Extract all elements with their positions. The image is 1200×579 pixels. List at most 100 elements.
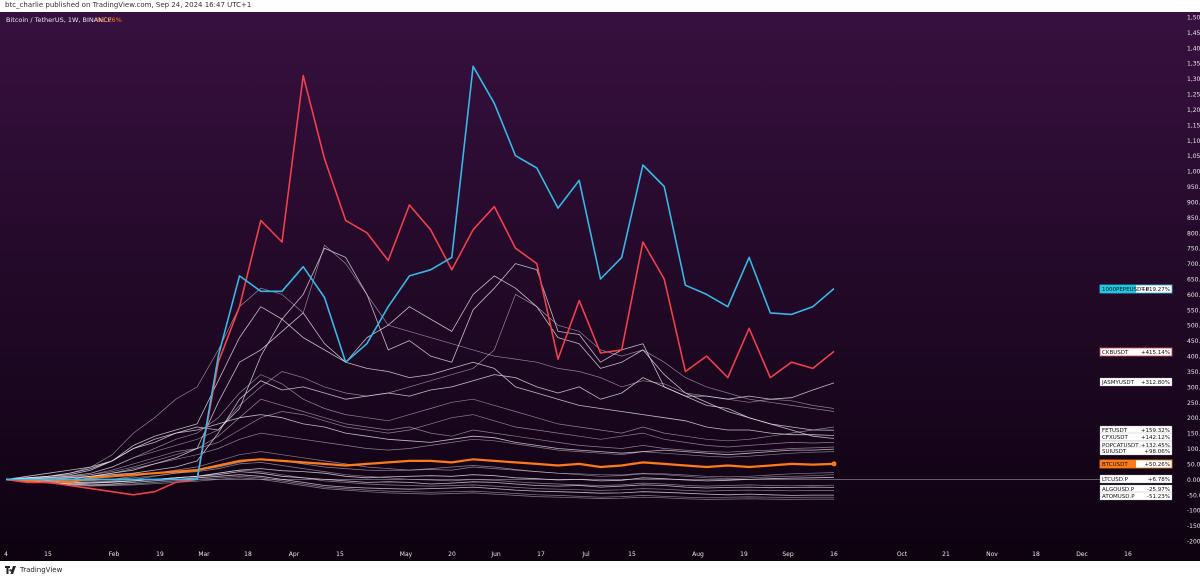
y-tick-label: 1,500.00%	[1187, 15, 1200, 22]
y-tick-label: 750.00%	[1187, 246, 1200, 253]
series-tag-value: +6.78%	[1148, 477, 1170, 483]
series-tags: 1000PEPEUSDT.P+619.27% CKBUSDT +415.14% JAS…	[1099, 284, 1173, 501]
y-tick-label: 1,050.00%	[1187, 153, 1200, 160]
background-series-line	[5, 432, 835, 480]
y-tick-label: 150.00%	[1187, 431, 1200, 438]
y-tick-label: -100.00%	[1187, 508, 1200, 515]
y-tick-label: 1,450.00%	[1187, 30, 1200, 37]
chart-title: Bitcoin / TetherUS, 1W, BINANCE	[6, 16, 112, 24]
series-tag: CKBUSDT +415.14%	[1099, 347, 1173, 357]
x-tick-label: 15	[628, 551, 636, 558]
series-tag: LTCUSD.P +6.78%	[1099, 474, 1173, 484]
series-line	[5, 458, 835, 484]
y-tick-label: -200.00%	[1187, 539, 1200, 546]
series-tag-value: +132.45%	[1141, 443, 1170, 449]
x-tick-label: Sep	[782, 551, 794, 558]
y-tick-label: 1,250.00%	[1187, 92, 1200, 99]
x-tick-label: 19	[740, 551, 748, 558]
series-tag: JASMYUSDT +312.80%	[1099, 377, 1173, 387]
background-series-group	[5, 244, 835, 500]
chart-area[interactable]: 1,500.00% 1,450.00% 1,400.00% 1,350.00% 1,30…	[0, 12, 1200, 561]
series-tag-name: BTCUSDT	[1102, 462, 1128, 468]
series-tag: SUIUSDT +98.06%	[1099, 446, 1173, 456]
series-line	[6, 374, 835, 480]
series-tag-name: CFXUSDT	[1102, 435, 1129, 441]
series-tag-box	[1099, 347, 1173, 357]
y-axis: 1,500.00% 1,450.00% 1,400.00% 1,350.00% 1,30…	[1187, 15, 1200, 546]
x-tick-label: Apr	[289, 551, 300, 558]
series-tag: CFXUSDT +142.12%	[1099, 432, 1173, 441]
background-series-line	[6, 398, 835, 480]
x-tick-label: Nov	[986, 551, 998, 558]
background-series-line	[5, 462, 835, 487]
y-tick-label: 650.00%	[1187, 277, 1200, 284]
footer-brand: TradingView	[20, 566, 63, 574]
x-tick-label: Dec	[1076, 551, 1088, 558]
background-series-line	[5, 458, 835, 481]
y-tick-label: 250.00%	[1187, 400, 1200, 407]
x-axis: 4 15 Feb 19 Mar 18 Apr 15 May 20 Jun 17 Jul 15 Aug 19 Se…	[4, 551, 1132, 558]
x-tick-label: 4	[4, 551, 8, 558]
x-tick-label: Jun	[490, 551, 501, 558]
series-tag-value: +619.27%	[1141, 287, 1170, 293]
y-tick-label: 100.00%	[1187, 446, 1200, 453]
series-tag-name: FETUSDT	[1102, 428, 1128, 434]
x-tick-label: Jul	[581, 551, 590, 558]
y-tick-label: 200.00%	[1187, 415, 1200, 422]
y-tick-label: 0.00%	[1187, 477, 1200, 484]
y-tick-label: 300.00%	[1187, 384, 1200, 391]
y-tick-label: 1,300.00%	[1187, 76, 1200, 83]
y-tick-label: 950.00%	[1187, 184, 1200, 191]
x-tick-label: 15	[336, 551, 344, 558]
x-tick-label: 16	[830, 551, 838, 558]
footer: TradingView	[0, 561, 1200, 579]
series-tag-name-bg	[1100, 460, 1136, 468]
chart-title-value: 50.26%	[97, 16, 122, 24]
y-tick-label: 500.00%	[1187, 323, 1200, 330]
y-tick-label: 1,350.00%	[1187, 61, 1200, 68]
y-tick-label: 900.00%	[1187, 199, 1200, 206]
y-tick-label: 550.00%	[1187, 307, 1200, 314]
x-tick-label: 18	[244, 551, 252, 558]
series-tag-name: POPCATUSDT	[1102, 443, 1139, 449]
series-line	[5, 247, 835, 480]
y-tick-label: 800.00%	[1187, 230, 1200, 237]
btc-last-point	[831, 461, 837, 467]
y-tick-label: 1,150.00%	[1187, 122, 1200, 129]
series-tag-value: +159.32%	[1141, 428, 1170, 434]
series-tag-value: +312.80%	[1141, 380, 1170, 386]
x-tick-label: 18	[1032, 551, 1040, 558]
background-series-line	[5, 411, 835, 480]
series-tag-box	[1099, 474, 1173, 484]
y-tick-label: 700.00%	[1187, 261, 1200, 268]
series-tag-box	[1099, 491, 1173, 501]
series-line	[5, 306, 835, 480]
series-line	[6, 275, 835, 480]
series-tag-box	[1099, 377, 1173, 387]
series-line	[6, 65, 835, 481]
series-tag-value: +142.12%	[1141, 435, 1170, 441]
series-tag-value: +415.14%	[1141, 350, 1170, 356]
series-tag: BTCUSDT +50.26%	[1099, 459, 1173, 469]
chart-svg[interactable]: 1,500.00% 1,450.00% 1,400.00% 1,350.00% 1,30…	[0, 12, 1200, 561]
series-line	[5, 414, 835, 480]
series-tag-name: 1000PEPEUSDT.P	[1102, 287, 1150, 293]
y-tick-label: 1,000.00%	[1187, 169, 1200, 176]
y-tick-label: 50.00%	[1187, 461, 1200, 468]
series-tag-box	[1099, 446, 1173, 456]
y-tick-label: 850.00%	[1187, 215, 1200, 222]
series-tag-value: -51.23%	[1147, 494, 1170, 500]
y-tick-label: 350.00%	[1187, 369, 1200, 376]
series-tag-name: ALGOUSD.P	[1102, 487, 1135, 493]
y-tick-label: 1,200.00%	[1187, 107, 1200, 114]
x-tick-label: Oct	[897, 551, 908, 558]
publish-info: btc_charlie published on TradingView.com…	[5, 1, 252, 9]
x-tick-label: 21	[942, 551, 950, 558]
series-tag-value: +50.26%	[1144, 462, 1170, 468]
series-line	[5, 74, 835, 496]
publish-header: btc_charlie published on TradingView.com…	[0, 0, 1200, 12]
tradingview-logo-icon	[5, 566, 16, 574]
series-tag-name: ATOMUSD.P	[1102, 494, 1135, 500]
series-tag: ATOMUSD.P -51.23%	[1099, 491, 1173, 501]
series-tag-name: CKBUSDT	[1102, 350, 1129, 356]
